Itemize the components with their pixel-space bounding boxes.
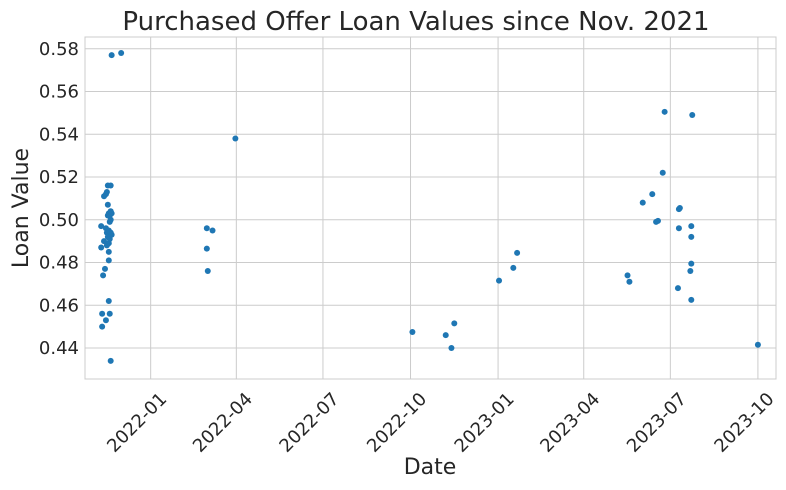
data-point	[105, 248, 112, 255]
data-point	[98, 244, 105, 251]
data-point	[659, 169, 666, 176]
data-point	[204, 268, 211, 275]
data-points	[98, 50, 761, 364]
data-point	[107, 357, 114, 364]
data-point	[203, 225, 210, 232]
data-point	[209, 227, 216, 234]
y-tick-label: 0.48	[39, 253, 79, 274]
data-point	[687, 268, 694, 275]
y-tick-label: 0.46	[39, 295, 79, 316]
y-tick-label: 0.44	[39, 338, 79, 359]
y-tick-labels: 0.44 0.46 0.48 0.50 0.52 0.54 0.56 0.58	[39, 39, 79, 359]
data-point	[689, 112, 696, 119]
data-point	[451, 320, 458, 327]
y-tick-label: 0.56	[39, 82, 79, 103]
data-point	[100, 272, 107, 279]
data-point	[688, 233, 695, 240]
data-point	[108, 210, 115, 217]
y-tick-label: 0.54	[39, 124, 79, 145]
data-point	[409, 328, 416, 335]
data-point	[496, 277, 503, 284]
data-point	[675, 225, 682, 232]
data-point	[105, 257, 112, 264]
data-point	[649, 191, 656, 198]
data-point	[448, 345, 455, 352]
data-point	[654, 217, 661, 224]
data-point	[107, 216, 114, 223]
data-point	[108, 52, 115, 59]
data-point	[98, 223, 105, 230]
data-point	[102, 317, 109, 324]
data-point	[688, 223, 695, 230]
data-point	[688, 260, 695, 267]
data-point	[514, 249, 521, 256]
data-point	[106, 310, 113, 317]
data-point	[232, 135, 239, 142]
data-point	[674, 285, 681, 292]
y-tick-label: 0.50	[39, 210, 79, 231]
data-point	[101, 238, 108, 245]
data-point	[99, 310, 106, 317]
y-axis-label: Loan Value	[9, 148, 34, 268]
data-point	[99, 323, 106, 330]
data-point	[661, 108, 668, 115]
data-point	[510, 264, 517, 271]
data-point	[676, 205, 683, 211]
y-tick-label: 0.52	[39, 167, 79, 188]
plot-frame	[84, 36, 777, 380]
data-point	[203, 245, 210, 252]
data-point	[101, 265, 108, 272]
data-point	[108, 231, 115, 238]
data-point	[626, 278, 633, 285]
data-point	[754, 341, 761, 348]
grid	[85, 37, 776, 379]
data-point	[639, 199, 646, 206]
data-point	[624, 272, 631, 279]
y-tick-label: 0.58	[39, 39, 79, 60]
data-point	[103, 188, 110, 195]
data-point	[118, 50, 125, 57]
data-point	[688, 296, 695, 303]
data-point	[105, 297, 112, 304]
x-axis-label: Date	[404, 455, 457, 480]
chart-title: Purchased Offer Loan Values since Nov. 2…	[122, 7, 709, 37]
data-point	[104, 201, 111, 208]
data-point	[107, 182, 114, 189]
data-point	[442, 332, 449, 339]
